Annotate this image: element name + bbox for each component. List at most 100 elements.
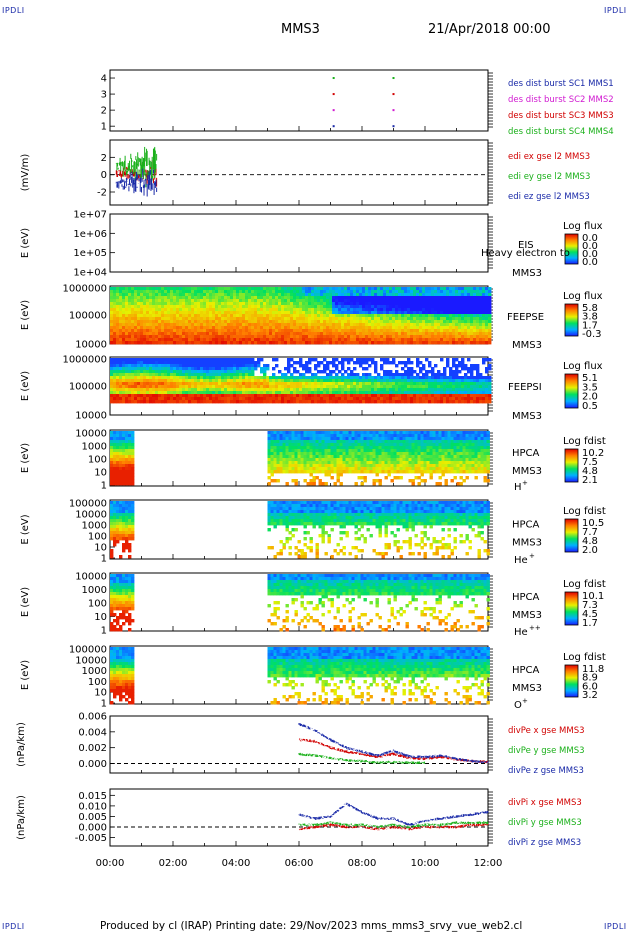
- feepse-panel-cell: [242, 320, 246, 324]
- feepse-panel-cell: [257, 326, 261, 330]
- feepse-panel-cell: [131, 329, 135, 333]
- feepse-panel-cell: [194, 314, 198, 318]
- feepsi-panel-cell: [245, 367, 249, 371]
- feepsi-panel-cell: [230, 367, 234, 371]
- feepsi-panel-cell: [365, 361, 369, 365]
- feepsi-panel-cell: [485, 370, 489, 374]
- feepsi-panel-cell: [398, 379, 402, 383]
- feepse-panel-cell: [128, 320, 132, 324]
- feepsi-panel-cell: [134, 358, 138, 362]
- feepsi-panel-cell: [473, 379, 477, 383]
- feepse-panel-cell: [416, 311, 420, 315]
- hpca-h-panel-cell: [116, 434, 120, 438]
- feepse-panel-cell: [125, 320, 129, 324]
- feepsi-panel-cell: [194, 394, 198, 398]
- feepse-panel-cell: [473, 329, 477, 333]
- feepsi-panel-cell: [296, 400, 300, 404]
- hpca-h-panel-cell: [122, 470, 126, 474]
- feepsi-panel-cell: [281, 379, 285, 383]
- feepse-panel-cell: [188, 338, 192, 342]
- feepse-panel-cell: [206, 314, 210, 318]
- feepsi-panel-cell: [395, 400, 399, 404]
- feepse-panel-cell: [143, 296, 147, 300]
- hpca-h-panel-cell: [303, 434, 307, 438]
- hpca-h-panel-cell: [273, 437, 277, 441]
- feepse-panel-cell: [434, 323, 438, 327]
- feepse-panel-cell: [359, 308, 363, 312]
- feepse-panel-cell: [143, 299, 147, 303]
- feepsi-panel-cell: [227, 373, 231, 377]
- feepse-panel-cell: [473, 287, 477, 291]
- feepse-panel-cell: [197, 299, 201, 303]
- feepsi-panel-cell: [377, 397, 381, 401]
- feepsi-panel-cell: [200, 391, 204, 395]
- feepse-panel-cell: [377, 308, 381, 312]
- feepse-panel-cell: [350, 296, 354, 300]
- hpca-h-panel-cell: [300, 437, 304, 441]
- feepse-panel-cell: [206, 335, 210, 339]
- feepsi-panel-cell: [425, 382, 429, 386]
- hpca-h-panel-cell: [297, 437, 301, 441]
- feepse-panel-cell: [368, 293, 372, 297]
- feepsi-panel-cell: [371, 379, 375, 383]
- feepsi-panel-cell: [347, 367, 351, 371]
- feepse-panel-cell: [437, 311, 441, 315]
- feepsi-panel-cell: [368, 394, 372, 398]
- feepse-panel-cell: [113, 335, 117, 339]
- feepse-panel-cell: [197, 308, 201, 312]
- feepse-panel-cell: [488, 302, 492, 306]
- feepse-panel-cell: [413, 308, 417, 312]
- feepsi-panel-cell: [263, 397, 267, 401]
- feepsi-panel-cell: [479, 394, 483, 398]
- feepse-panel-cell: [473, 290, 477, 294]
- feepsi-panel-cell: [305, 379, 309, 383]
- feepse-panel-cell: [218, 305, 222, 309]
- feepse-panel-cell: [422, 332, 426, 336]
- feepsi-panel-cell: [314, 367, 318, 371]
- feepsi-panel-cell: [455, 397, 459, 401]
- feepse-panel-cell: [221, 332, 225, 336]
- feepse-panel-cell: [281, 296, 285, 300]
- feepsi-panel-cell: [149, 367, 153, 371]
- feepsi-panel-cell: [215, 373, 219, 377]
- feepse-panel-cell: [245, 290, 249, 294]
- feepse-panel-cell: [284, 290, 288, 294]
- feepsi-panel-cell: [284, 391, 288, 395]
- feepse-panel-cell: [407, 329, 411, 333]
- feepse-panel-cell: [470, 293, 474, 297]
- feepsi-panel-cell: [227, 367, 231, 371]
- feepsi-panel-cell: [224, 388, 228, 392]
- feepse-panel-cell: [359, 338, 363, 342]
- feepse-panel-cell: [380, 320, 384, 324]
- feepse-panel-cell: [440, 329, 444, 333]
- feepse-panel-cell: [344, 323, 348, 327]
- feepsi-panel-cell: [248, 364, 252, 368]
- feepsi-panel-cell: [272, 385, 276, 389]
- feepse-panel-cell: [119, 320, 123, 324]
- feepse-panel-cell: [296, 338, 300, 342]
- feepse-panel-cell: [281, 320, 285, 324]
- feepsi-panel-cell: [119, 400, 123, 404]
- feepse-panel-cell: [443, 338, 447, 342]
- feepse-panel-cell: [200, 323, 204, 327]
- feepse-panel-cell: [368, 317, 372, 321]
- feepse-panel-cell: [158, 329, 162, 333]
- feepse-panel-cell: [128, 293, 132, 297]
- feepse-panel-cell: [407, 314, 411, 318]
- feepse-panel-cell: [116, 329, 120, 333]
- feepse-panel-cell: [260, 323, 264, 327]
- feepsi-panel-cell: [389, 361, 393, 365]
- feepse-panel-cell: [380, 338, 384, 342]
- feepse-panel-cell: [242, 311, 246, 315]
- feepse-panel-cell: [446, 293, 450, 297]
- feepsi-panel-cell: [380, 364, 384, 368]
- feepsi-panel-cell: [452, 397, 456, 401]
- feepse-panel-colorbar-tick: 5.8: [582, 303, 598, 314]
- feepse-panel-cell: [317, 326, 321, 330]
- feepse-panel-cell: [170, 296, 174, 300]
- feepsi-panel-cell: [482, 382, 486, 386]
- hpca-h-panel-cell: [128, 467, 132, 471]
- feepsi-panel-cell: [305, 385, 309, 389]
- feepse-panel-cell: [482, 317, 486, 321]
- feepse-panel-cell: [218, 290, 222, 294]
